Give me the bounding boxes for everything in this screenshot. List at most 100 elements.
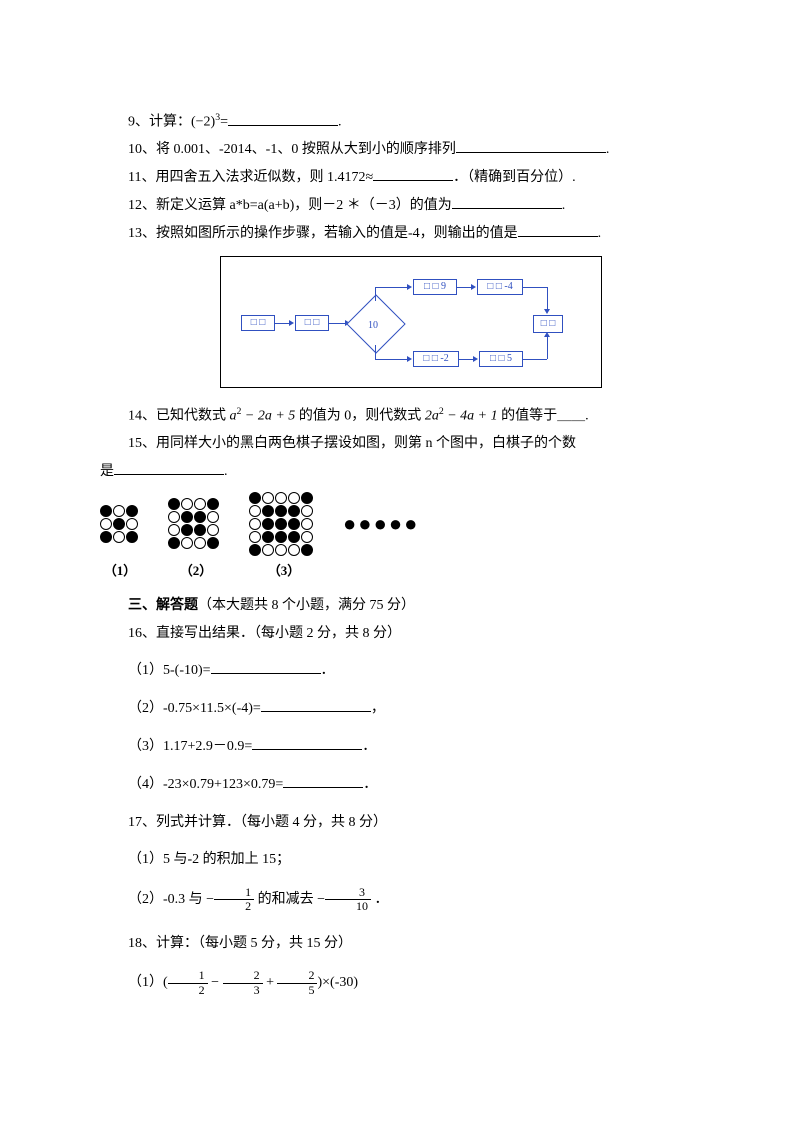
q9-tail: .: [338, 115, 342, 130]
flowchart: □ □ □ □ 10 □ □ 9 □ □ -4 □ □ -2 □ □ 5 □ □: [220, 256, 602, 388]
q9-blank: [228, 111, 338, 126]
pattern-cell: [275, 505, 287, 517]
q17-f2d: 10: [325, 900, 371, 913]
q14-e2a: 2a: [425, 408, 439, 423]
exam-page: 9、计算：(−2)3=. 10、将 0.001、-2014、-1、0 按照从大到…: [0, 0, 800, 1071]
pattern-cell: [113, 531, 125, 543]
q14-mid: 的值为 0，则代数式: [299, 408, 422, 423]
q17-neg2: −: [317, 892, 325, 907]
q18-f1: 12: [168, 969, 208, 996]
question-11: 11、用四舍五入法求近似数，则 1.4172≈ ．（精确到百分位）.: [100, 166, 700, 190]
arrow: [547, 335, 548, 359]
q16-2-blank: [261, 697, 371, 712]
pattern-cell: [207, 537, 219, 549]
q18-m2: +: [263, 975, 278, 990]
pattern-cell: [262, 518, 274, 530]
flow-output: □ □: [533, 315, 563, 333]
q12-a: 12、新定义运算 a*b=a(a+b)，则－2 ＊（－3）的值为: [128, 198, 452, 213]
pattern-cell: [194, 524, 206, 536]
pattern-cell: [301, 505, 313, 517]
pattern-cell: [249, 544, 261, 556]
q9-eq: =: [220, 115, 228, 130]
question-18-head: 18、计算：（每小题 5 分，共 15 分）: [100, 932, 700, 956]
pattern-cell: [301, 544, 313, 556]
pattern-cell: [181, 537, 193, 549]
q16-3-text: （3）1.17+2.9－0.9=: [128, 739, 252, 754]
label-2: （2）: [170, 560, 222, 582]
q16-1-text: （1）5-(-10)=: [128, 663, 211, 678]
q11-blank: [373, 166, 453, 181]
arrow: [375, 287, 409, 288]
pattern-cell: [181, 498, 193, 510]
q11-a: 11、用四舍五入法求近似数，则 1.4172≈: [128, 170, 373, 185]
q16-1: （1）5-(-10)=．: [100, 659, 700, 683]
q13-a: 13、按照如图所示的操作步骤，若输入的值是-4，则输出的值是: [128, 226, 518, 241]
flow-input: □ □: [241, 315, 275, 331]
q16-2-text: （2）-0.75×11.5×(-4)=: [128, 701, 261, 716]
pattern-cell: [194, 511, 206, 523]
arrowhead-icon: [544, 309, 550, 314]
arrowhead-icon: [407, 356, 412, 362]
q15-blank: [114, 460, 224, 475]
flow-square: □ □: [295, 315, 329, 331]
pattern-cell: [275, 492, 287, 504]
pattern-cell: [262, 531, 274, 543]
pattern-3: [249, 492, 313, 556]
question-14: 14、已知代数式 a2 − 2a + 5 的值为 0，则代数式 2a2 − 4a…: [100, 404, 700, 428]
q17-f1n: 1: [214, 886, 254, 900]
question-10: 10、将 0.001、-2014、-1、0 按照从大到小的顺序排列.: [100, 138, 700, 162]
pattern-cell: [168, 498, 180, 510]
pattern-cell: [301, 492, 313, 504]
arrow: [547, 287, 548, 311]
pattern-cell: [288, 531, 300, 543]
q14-tail: 的值等于＿＿.: [501, 408, 589, 423]
arrow: [375, 287, 376, 301]
q11-b: ．（精确到百分位）.: [453, 170, 576, 185]
q9-prefix: 9、计算：: [128, 115, 191, 130]
pattern-cell: [288, 505, 300, 517]
pattern-cell: [262, 505, 274, 517]
flow-bot-2: □ □ 5: [479, 351, 523, 367]
q17-f1d: 2: [214, 900, 254, 913]
pattern-cell: [168, 537, 180, 549]
pattern-cell: [249, 531, 261, 543]
section-3-rest: （本大题共 8 个小题，满分 75 分）: [198, 598, 415, 613]
pattern-cell: [113, 518, 125, 530]
pattern-labels: （1） （2） （3）: [100, 560, 700, 582]
pattern-cell: [301, 531, 313, 543]
q12-tail: .: [562, 198, 566, 213]
section-3-bold: 三、解答题: [128, 598, 198, 613]
question-17-head: 17、列式并计算．（每小题 4 分，共 8 分）: [100, 811, 700, 835]
q17-f2n: 3: [325, 886, 371, 900]
pattern-figures: ●●●●●: [100, 492, 700, 556]
pattern-cell: [288, 518, 300, 530]
q16-3-blank: [252, 735, 362, 750]
q16-1-blank: [211, 659, 321, 674]
q18-f2: 23: [223, 969, 263, 996]
q17-frac1: 12: [214, 886, 254, 913]
q18-1-a: （1）(: [128, 975, 168, 990]
arrow: [375, 359, 409, 360]
q16-4-blank: [283, 773, 363, 788]
q16-4: （4）-23×0.79+123×0.79=．: [100, 773, 700, 797]
pattern-cell: [275, 531, 287, 543]
label-1: （1）: [100, 560, 140, 582]
q18-f3n: 2: [277, 969, 317, 983]
pattern-cell: [126, 531, 138, 543]
q17-1: （1）5 与-2 的积加上 15；: [100, 848, 700, 872]
pattern-cell: [126, 505, 138, 517]
pattern-cell: [249, 492, 261, 504]
q18-f3: 25: [277, 969, 317, 996]
question-15-line1: 15、用同样大小的黑白两色棋子摆设如图，则第 n 个图中，白棋子的个数: [100, 432, 700, 456]
q14-e1a: a: [230, 408, 237, 423]
arrow: [523, 359, 547, 360]
pattern-cell: [275, 518, 287, 530]
pattern-cell: [207, 498, 219, 510]
q10-tail: .: [606, 142, 610, 157]
q12-blank: [452, 194, 562, 209]
section-3-header: 三、解答题（本大题共 8 个小题，满分 75 分）: [100, 594, 700, 618]
pattern-cell: [301, 518, 313, 530]
q13-tail: .: [598, 226, 602, 241]
flow-top-1: □ □ 9: [413, 279, 457, 295]
q17-2: （2）-0.3 与 −12 的和减去 −310 ．: [100, 886, 700, 913]
